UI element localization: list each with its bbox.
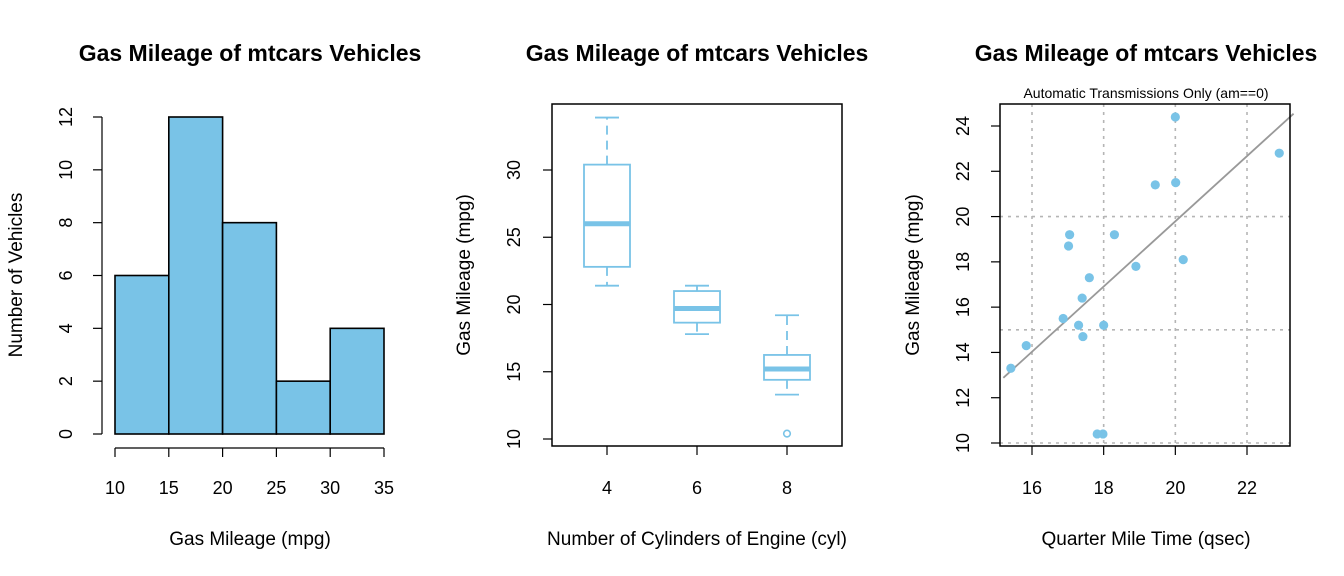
- scatter-point: [1099, 320, 1109, 330]
- boxplot-y-label: Gas Mileage (mpg): [454, 194, 475, 356]
- boxplot-x-axis: 4 6 8: [602, 446, 792, 498]
- scatter-point: [1109, 230, 1120, 240]
- scatter-frame: [999, 103, 1291, 447]
- histogram-y-axis: 0 2 4 6 8 10 12: [56, 107, 103, 439]
- scatter-y-axis: 10 12 14 16 18 20 22 24: [953, 116, 1000, 453]
- histogram-y-tick-label: 10: [56, 160, 76, 180]
- scatter-point: [1171, 178, 1181, 188]
- histogram-x-tick-label: 20: [213, 478, 233, 498]
- histogram-x-tick-label: 35: [374, 478, 394, 498]
- histogram-bar: [221, 221, 278, 435]
- scatter-y-tick-label: 12: [953, 388, 973, 408]
- scatter-x-label: Quarter Mile Time (qsec): [1041, 529, 1250, 550]
- scatter-point: [1077, 293, 1087, 303]
- scatter-point: [1021, 341, 1031, 351]
- boxplot-y-axis: 10 15 20 25 30: [504, 160, 552, 449]
- histogram-y-tick-label: 2: [56, 376, 76, 386]
- scatter-title: Gas Mileage of mtcars Vehicles: [975, 40, 1318, 66]
- boxplot-y-tick-label: 10: [504, 429, 524, 449]
- histogram-y-tick-label: 8: [56, 218, 76, 228]
- scatter-point: [1058, 313, 1068, 324]
- box-iqr: [583, 163, 631, 268]
- histogram-y-tick-label: 6: [56, 270, 76, 280]
- histogram-x-tick-label: 10: [105, 478, 125, 498]
- scatter-x-axis: 16 18 20 22: [1022, 446, 1257, 498]
- scatter-grid: [1000, 104, 1290, 446]
- scatter-point: [1006, 363, 1016, 373]
- histogram-y-tick-label: 0: [56, 429, 76, 439]
- histogram-bar: [168, 116, 224, 435]
- histogram-bar: [275, 380, 331, 435]
- histogram-x-axis: 10 15 20 25 30 35: [105, 447, 394, 498]
- scatter-point: [1170, 112, 1180, 122]
- boxplot-x-label: Number of Cylinders of Engine (cyl): [547, 529, 847, 550]
- scatter-panel: Gas Mileage of mtcars Vehicles Automatic…: [903, 40, 1317, 550]
- scatter-point: [1178, 254, 1188, 265]
- boxplot-boxes: [583, 116, 811, 438]
- scatter-subtitle: Automatic Transmissions Only (am==0): [1023, 85, 1268, 101]
- box-outlier: [782, 429, 792, 438]
- scatter-y-tick-label: 14: [953, 342, 973, 362]
- boxplot-y-tick-label: 30: [504, 160, 524, 180]
- histogram-x-tick-label: 30: [320, 478, 340, 498]
- histogram-y-tick-label: 12: [56, 107, 76, 127]
- histogram-x-tick-label: 15: [159, 478, 179, 498]
- scatter-point: [1092, 429, 1102, 439]
- scatter-points: [1006, 112, 1284, 439]
- scatter-y-tick-label: 18: [953, 252, 973, 272]
- boxplot-x-tick-label: 4: [602, 478, 612, 498]
- boxplot-title: Gas Mileage of mtcars Vehicles: [526, 40, 869, 66]
- scatter-y-tick-label: 22: [953, 161, 973, 181]
- scatter-point: [1065, 230, 1075, 240]
- scatter-fit-line: [1002, 113, 1295, 379]
- histogram-x-tick-label: 25: [266, 478, 286, 498]
- boxplot-x-tick-label: 6: [692, 478, 702, 498]
- boxplot-y-tick-label: 15: [504, 362, 524, 382]
- scatter-point: [1274, 148, 1284, 158]
- scatter-point: [1078, 331, 1088, 342]
- scatter-y-tick-label: 10: [953, 433, 973, 453]
- scatter-y-label: Gas Mileage (mpg): [903, 194, 924, 356]
- histogram-bar: [114, 274, 170, 435]
- histogram-bars: [114, 116, 385, 435]
- histogram-y-label: Number of Vehicles: [6, 193, 27, 358]
- scatter-point: [1084, 273, 1094, 283]
- scatter-point: [1073, 320, 1084, 330]
- scatter-x-tick-label: 18: [1094, 478, 1114, 498]
- histogram-y-tick-label: 4: [56, 323, 76, 333]
- scatter-point: [1131, 261, 1141, 271]
- boxplot-x-tick-label: 8: [782, 478, 792, 498]
- scatter-y-tick-label: 24: [953, 116, 973, 136]
- scatter-y-tick-label: 20: [953, 207, 973, 227]
- boxplot-panel: Gas Mileage of mtcars Vehicles Number of…: [454, 40, 868, 550]
- scatter-y-tick-label: 16: [953, 297, 973, 317]
- histogram-x-label: Gas Mileage (mpg): [169, 529, 331, 550]
- boxplot-y-tick-label: 20: [504, 294, 524, 314]
- histogram-title: Gas Mileage of mtcars Vehicles: [79, 40, 422, 66]
- scatter-x-tick-label: 20: [1165, 478, 1185, 498]
- scatter-x-tick-label: 16: [1022, 478, 1042, 498]
- histogram-panel: Gas Mileage of mtcars Vehicles Gas Milea…: [6, 40, 421, 550]
- histogram-bar: [329, 327, 385, 435]
- scatter-point: [1063, 241, 1074, 251]
- scatter-x-tick-label: 22: [1237, 478, 1257, 498]
- scatter-regression-line: [1002, 113, 1295, 379]
- scatter-point: [1150, 180, 1160, 190]
- boxplot-y-tick-label: 25: [504, 227, 524, 247]
